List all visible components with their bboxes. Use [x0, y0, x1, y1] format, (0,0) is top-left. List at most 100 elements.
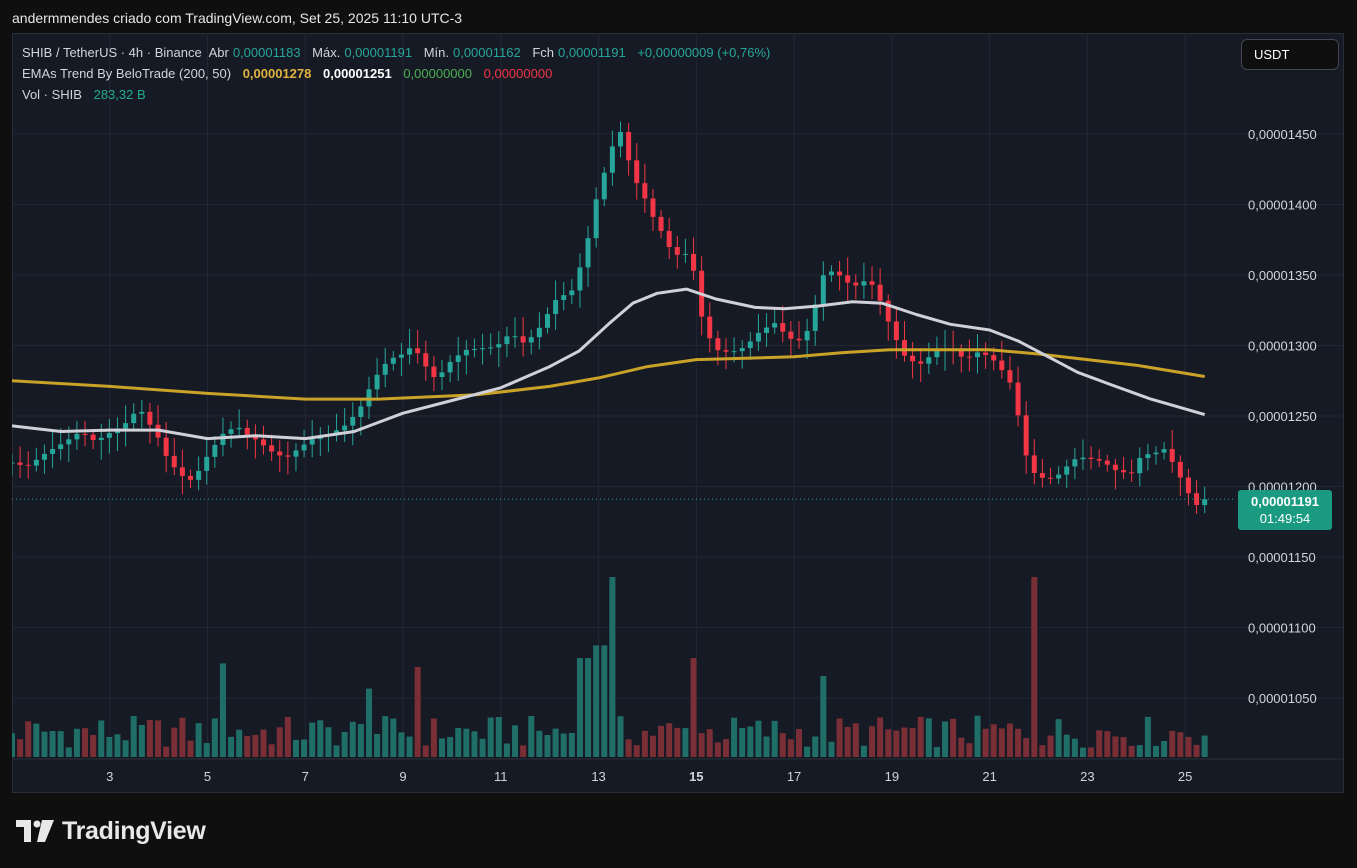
volume-bar [641, 730, 648, 757]
volume-bar [690, 658, 697, 757]
candle-body [804, 330, 810, 341]
volume-bar [479, 738, 486, 757]
candle-body [269, 445, 275, 452]
candle-body [25, 464, 31, 466]
volume-value: 283,32 B [93, 87, 146, 102]
currency-selector-button[interactable]: USDT [1241, 39, 1339, 70]
volume-bar [771, 720, 778, 757]
volume-bar [998, 728, 1005, 757]
candle-body [723, 350, 729, 352]
candle-body [1007, 370, 1013, 383]
candle-body [277, 451, 283, 456]
candle-body [1177, 461, 1183, 478]
candle-body [707, 316, 713, 339]
volume-bar [1031, 577, 1038, 757]
candle-body [390, 357, 396, 364]
price-axis-label: 0,00001450 [1248, 127, 1317, 142]
volume-bar [560, 733, 567, 757]
ema200-line [12, 348, 1205, 401]
volume-bar [195, 723, 202, 757]
candle-body [171, 455, 177, 468]
ema-indicator-title[interactable]: EMAs Trend By BeloTrade (200, 50) [22, 66, 232, 81]
candle-body [106, 433, 112, 438]
volume-bar [706, 729, 713, 757]
candle-body [480, 348, 486, 350]
chart-attribution: andermmendes criado com TradingView.com,… [12, 10, 463, 26]
candle-body [536, 327, 542, 338]
volume-bar [739, 727, 746, 757]
candle-body [1056, 474, 1062, 479]
candle-body [869, 281, 875, 285]
candle-body [293, 450, 299, 457]
volume-bar [130, 716, 137, 757]
volume-bar [268, 744, 275, 757]
volume-bar [187, 740, 194, 757]
volume-bar [552, 728, 559, 757]
volume-bar [658, 725, 665, 757]
candle-body [674, 247, 680, 255]
volume-bar [203, 742, 210, 757]
candle-body [131, 413, 137, 424]
volume-bar [463, 728, 470, 757]
candle-body [261, 439, 267, 446]
volume-bar [98, 720, 105, 757]
volume-bar [276, 727, 283, 757]
close-value: 0,00001191 [558, 45, 626, 60]
chart-frame [12, 33, 1344, 793]
low-value: 0,00001162 [452, 45, 521, 60]
volume-bar [544, 735, 551, 757]
volume-bar [398, 732, 405, 757]
candle-body [918, 361, 924, 364]
volume-bar [731, 717, 738, 757]
candle-body [471, 348, 477, 350]
volume-bar [447, 736, 454, 757]
volume-bar [966, 743, 973, 757]
candle-body [715, 338, 721, 351]
candle-body [796, 338, 802, 341]
tradingview-brand[interactable]: TradingView [16, 816, 206, 846]
volume-bar [414, 667, 421, 757]
time-axis-label: 19 [885, 769, 899, 784]
candle-body [12, 462, 15, 464]
volume-bar [747, 726, 754, 757]
volume-bar [617, 716, 624, 757]
volume-title[interactable]: Vol · SHIB [22, 87, 82, 102]
signal2-value: 0,00000000 [483, 66, 553, 81]
volume-bar [90, 734, 97, 757]
candle-body [966, 356, 972, 358]
volume-bar [17, 739, 24, 757]
candle-body [788, 331, 794, 339]
candle-body [334, 430, 340, 435]
tradingview-logo-icon [16, 820, 54, 842]
candle-body [1039, 473, 1045, 478]
candle-body [1121, 470, 1127, 473]
volume-bar [1055, 719, 1062, 757]
volume-bar [114, 734, 121, 757]
candle-body [650, 198, 656, 217]
volume-bar [374, 733, 381, 757]
volume-bar [852, 723, 859, 757]
candle-body [885, 300, 891, 322]
candle-body [877, 284, 883, 301]
volume-bar [1120, 737, 1127, 757]
candle-body [98, 437, 104, 441]
volume-bar [73, 728, 80, 757]
price-axis-label: 0,00001350 [1248, 268, 1317, 283]
volume-bar [260, 729, 267, 757]
volume-bar [1177, 732, 1184, 757]
volume-bar [950, 718, 957, 757]
volume-bar [1023, 738, 1030, 757]
volume-bar [714, 742, 721, 757]
price-axis-label: 0,00001150 [1248, 550, 1316, 565]
candle-body [991, 355, 997, 361]
candle-body [747, 341, 753, 349]
volume-bar [1161, 741, 1168, 757]
price-chart[interactable]: 0,00001450 0,00001400 0,00001350 0,00001300… [12, 33, 1344, 793]
volume-bar [1152, 745, 1159, 757]
symbol-label[interactable]: SHIB / TetherUS · 4h · Binance [22, 45, 202, 60]
volume-bar [325, 727, 332, 757]
candle-body [398, 354, 404, 358]
time-axis-label: 5 [204, 769, 211, 784]
volume-bar [722, 739, 729, 757]
candle-body [1064, 466, 1070, 475]
